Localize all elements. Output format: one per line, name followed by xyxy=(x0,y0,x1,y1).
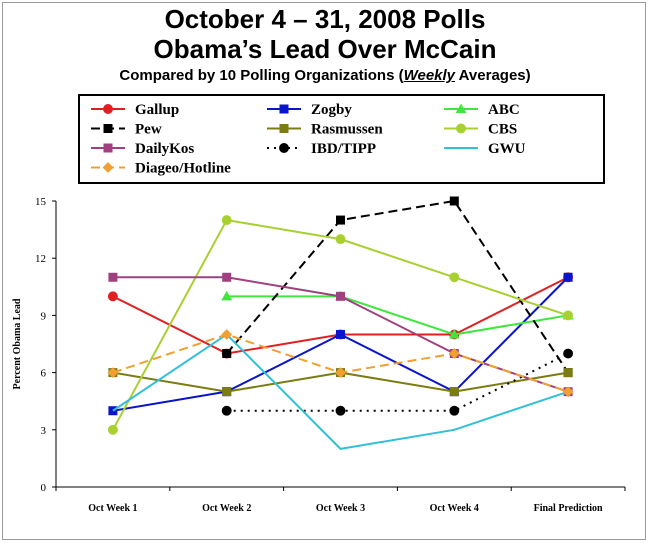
legend-marker-gallup xyxy=(103,104,113,114)
data-point-cbs xyxy=(563,310,574,321)
legend-marker-ibd-tipp xyxy=(279,143,289,153)
data-point-gallup xyxy=(107,291,118,302)
subtitle-emphasis: Weekly xyxy=(403,67,456,84)
data-point-dailykos xyxy=(336,291,345,301)
legend-marker-abc xyxy=(455,103,467,114)
y-tick-label: 3 xyxy=(41,425,47,437)
data-point-cbs xyxy=(221,215,232,226)
data-point-diageo-hotline xyxy=(107,367,119,378)
x-tick-label: Oct Week 4 xyxy=(430,503,479,514)
data-point-ibd-tipp xyxy=(449,405,460,416)
data-point-rasmussen xyxy=(449,387,459,397)
data-point-ibd-tipp xyxy=(221,405,232,416)
series-line-gallup xyxy=(112,276,569,355)
data-point-cbs xyxy=(107,424,118,435)
legend-label-pew: Pew xyxy=(135,122,162,138)
chart-subtitle: Compared by 10 Polling Organizations (We… xyxy=(0,67,650,84)
data-point-cbs xyxy=(449,272,460,283)
data-point-abc xyxy=(221,290,233,301)
data-point-dailykos xyxy=(222,272,232,282)
subtitle-post: Averages) xyxy=(455,67,531,84)
data-point-rasmussen xyxy=(563,368,573,378)
series-line-gwu xyxy=(112,333,569,450)
x-tick-label: Final Prediction xyxy=(534,503,603,514)
legend-marker-dailykos xyxy=(103,143,113,153)
series-line-ibd-tipp xyxy=(226,352,569,412)
chart-title-line2: Obama’s Lead Over McCain xyxy=(153,34,497,64)
data-point-dailykos xyxy=(108,272,118,282)
data-point-zogby xyxy=(336,329,345,339)
data-point-ibd-tipp xyxy=(563,348,574,359)
legend-marker-rasmussen xyxy=(279,124,289,133)
data-point-diageo-hotline xyxy=(221,329,233,340)
y-tick-label: 0 xyxy=(41,482,47,494)
legend-marker-cbs xyxy=(456,123,466,134)
legend-label-zogby: Zogby xyxy=(311,102,352,118)
legend-label-cbs: CBS xyxy=(488,122,517,138)
data-point-diageo-hotline xyxy=(562,386,574,398)
legend-marker-pew xyxy=(103,124,113,133)
legend-marker-diageo-hotline xyxy=(102,162,114,173)
y-axis-label: Percent Obama Lead xyxy=(12,298,23,389)
legend-box xyxy=(78,94,605,184)
data-point-pew xyxy=(449,196,459,206)
subtitle-pre: Compared by 10 Polling Organizations ( xyxy=(119,67,404,84)
legend-label-dailykos: DailyKos xyxy=(135,141,194,157)
data-point-ibd-tipp xyxy=(335,405,346,416)
data-point-cbs xyxy=(335,234,346,245)
y-tick-label: 6 xyxy=(41,368,47,380)
legend-marker-zogby xyxy=(279,104,289,114)
data-point-pew xyxy=(336,215,345,225)
chart-frame xyxy=(2,2,646,540)
legend-label-rasmussen: Rasmussen xyxy=(311,122,383,138)
legend-label-ibd-tipp: IBD/TIPP xyxy=(311,141,376,157)
data-point-zogby xyxy=(563,272,573,282)
data-point-diageo-hotline xyxy=(335,367,346,378)
data-point-pew xyxy=(222,349,232,359)
data-point-diageo-hotline xyxy=(448,348,460,359)
x-tick-label: Oct Week 1 xyxy=(88,503,137,514)
data-point-rasmussen xyxy=(222,387,232,397)
x-tick-label: Oct Week 3 xyxy=(316,503,365,514)
legend-label-diageo-hotline: Diageo/Hotline xyxy=(135,161,231,177)
data-point-abc xyxy=(448,329,460,339)
y-tick-label: 15 xyxy=(35,196,47,208)
series-line-abc xyxy=(226,295,569,336)
y-tick-label: 9 xyxy=(41,310,47,322)
legend-label-gwu: GWU xyxy=(488,141,526,157)
legend-label-abc: ABC xyxy=(488,102,520,118)
y-tick-label: 12 xyxy=(35,253,46,265)
chart-title-line1: October 4 – 31, 2008 Polls xyxy=(164,4,486,34)
x-tick-label: Oct Week 2 xyxy=(202,503,251,514)
legend-label-gallup: Gallup xyxy=(135,102,179,118)
